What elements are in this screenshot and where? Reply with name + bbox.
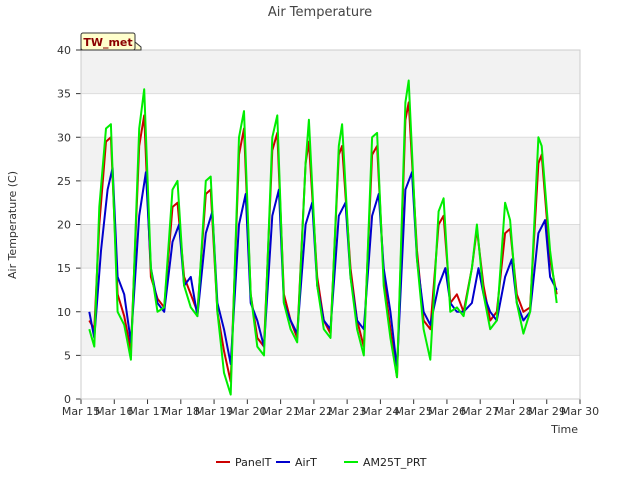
x-tick-label: Mar 22 (295, 405, 333, 418)
x-tick-label: Mar 18 (162, 405, 200, 418)
y-tick-label: 30 (57, 131, 71, 144)
legend-label: AM25T_PRT (363, 456, 427, 469)
x-tick-label: Mar 20 (228, 405, 266, 418)
background-band (81, 224, 580, 269)
y-tick-label: 10 (57, 306, 71, 319)
x-tick-label: Mar 27 (461, 405, 499, 418)
x-tick-label: Mar 16 (95, 405, 133, 418)
y-tick-label: 0 (64, 393, 71, 406)
legend-label: AirT (295, 456, 317, 469)
series-lines (88, 79, 558, 396)
y-tick-label: 35 (57, 88, 71, 101)
legend: PanelT AirT AM25T_PRT (216, 456, 427, 469)
y-axis-ticks: 0 5 10 15 20 25 30 35 40 (57, 44, 81, 406)
x-tick-label: Mar 29 (528, 405, 566, 418)
y-tick-label: 20 (57, 219, 71, 232)
x-axis-label: Time (550, 423, 578, 436)
background-band (81, 50, 580, 94)
legend-label: PanelT (235, 456, 272, 469)
y-axis-label: Air Temperature (C) (6, 171, 19, 279)
y-tick-label: 40 (57, 44, 71, 57)
x-tick-label: Mar 28 (494, 405, 532, 418)
x-tick-label: Mar 25 (395, 405, 433, 418)
x-tick-label: Mar 15 (62, 405, 100, 418)
x-tick-label: Mar 26 (428, 405, 466, 418)
x-tick-label: Mar 30 (561, 405, 599, 418)
y-tick-label: 15 (57, 262, 71, 275)
plot-border (80, 49, 581, 400)
x-tick-label: Mar 19 (195, 405, 233, 418)
x-tick-label: Mar 21 (261, 405, 299, 418)
y-tick-label: 25 (57, 175, 71, 188)
x-tick-label: Mar 17 (128, 405, 166, 418)
x-tick-label: Mar 24 (361, 405, 399, 418)
background-band (81, 137, 580, 181)
x-tick-label: Mar 23 (328, 405, 366, 418)
station-label: TW_met (83, 36, 132, 49)
y-tick-label: 5 (64, 349, 71, 362)
station-label-box: TW_met (80, 32, 142, 51)
chart-title: Air Temperature (268, 5, 372, 20)
series-line-am25t-prt (88, 79, 558, 396)
